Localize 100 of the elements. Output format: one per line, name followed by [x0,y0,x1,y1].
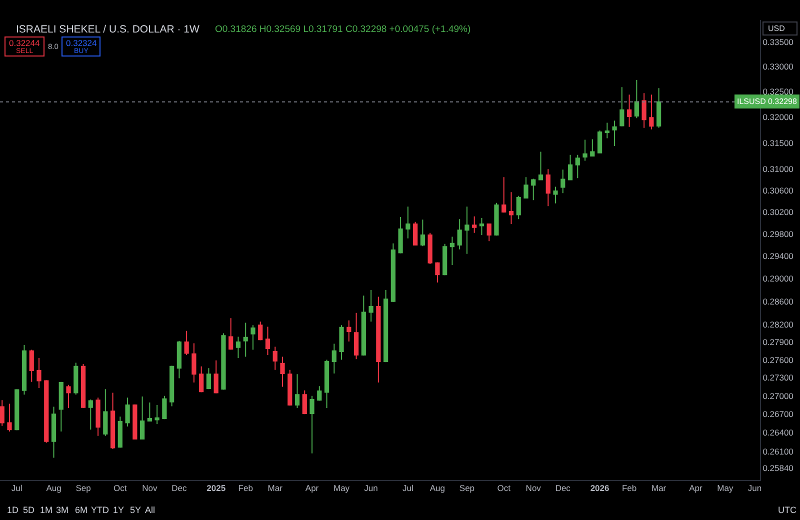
annotation: 0.32324 [66,38,97,48]
text: USD [768,24,786,33]
candlestick [80,363,86,409]
y-tick-label: 0.27600 [762,354,794,365]
x-tick-label: May [334,483,350,494]
text: 5D [23,505,36,515]
candlestick [361,295,366,356]
candlestick [310,395,314,454]
candlestick [531,178,536,201]
x-tick-label: Aug [430,483,446,494]
candlestick [236,336,241,358]
candlestick [457,218,462,250]
candlestick [184,330,189,356]
y-tick-label: 0.26700 [762,409,794,420]
candlestick [354,312,359,360]
x-tick-label: Jun [364,483,378,494]
candlestick [604,122,610,139]
x-tick-label: Sep [459,483,475,494]
x-tick-label: Dec [555,483,572,494]
candlestick [88,398,93,430]
x-tick-label: Nov [526,483,542,494]
candlestick [96,397,100,436]
y-tick-label: 0.30200 [762,207,794,218]
candlestick [0,400,4,426]
candlestick [346,320,352,342]
candlestick [258,321,263,341]
candlestick [472,216,477,234]
candlestick [502,176,506,214]
candlestick [590,138,595,157]
candlestick [294,374,300,409]
candlestick [553,186,558,204]
candlestick [442,243,448,276]
annotation: 0.32244 [9,38,40,48]
candlestick [110,392,116,450]
candlestick [118,416,122,448]
candlestick [413,221,418,246]
candlestick [332,343,336,374]
candlestick [568,154,573,181]
annotation: O0.31826 H0.32569 L0.31791 C0.32298 +0.00475 (+1.49%) [215,24,471,35]
y-tick-label: 0.31500 [762,138,794,148]
candlestick [250,324,256,350]
y-tick-label: 0.26100 [762,446,794,456]
candlestick [560,169,566,194]
candlestick [221,332,226,390]
candlestick [154,404,160,425]
candlestick [147,402,152,422]
y-tick-label: 0.27900 [762,337,794,348]
text: 5Y [130,505,142,515]
candlestick [36,357,42,388]
candlestick [642,92,646,128]
candlestick [58,381,64,432]
candlestick [192,342,196,384]
candlestick [22,344,27,396]
candlestick [538,151,544,181]
candlestick [302,390,307,415]
x-tick-label: May [717,483,734,494]
x-tick-label: Feb [622,483,637,494]
candlestick [288,369,292,406]
text: 0.32298 [768,97,798,106]
chart-title: ISRAELI SHEKEL / U.S. DOLLAR · 1W [16,24,200,36]
x-tick-label: 2025 [206,483,226,494]
y-tick-label: 0.25840 [762,462,794,473]
y-tick-label: 0.32500 [762,86,794,97]
x-tick-label: Aug [46,483,62,494]
candlestick [243,322,248,358]
candlestick [339,324,344,360]
candlestick [516,195,521,220]
candlestick [494,202,499,236]
candlestick [398,216,403,254]
text: 1D [7,505,20,515]
y-tick-label: 0.32000 [762,112,794,122]
candlestick [546,168,550,207]
candlestick [199,366,204,393]
candlestick [74,362,78,396]
candlestick [228,318,234,350]
candlestick [162,395,167,420]
candlestick [368,289,374,322]
candlestick [428,232,432,264]
y-tick-label: 0.26400 [762,428,794,438]
candlestick [272,346,278,370]
candlestick [450,236,455,266]
candlestick [170,365,174,407]
x-tick-label: Dec [172,483,188,494]
candlestick [656,88,662,128]
candlestick [51,406,56,458]
candlestick [626,94,632,128]
candlestick [597,130,602,154]
candlestick [103,388,108,436]
candlestick [14,388,20,431]
candlestick [206,368,212,390]
x-tick-label: 2026 [590,483,610,494]
candlestick [575,154,580,179]
y-tick-label: 0.29800 [762,228,794,239]
x-tick-label: Mar [268,483,283,494]
candlestick [376,296,381,384]
text: 3M [56,505,69,515]
candlestick [140,396,145,440]
candlestick [524,176,528,200]
candlestick [214,360,218,394]
x-tick-label: Jul [402,483,414,494]
